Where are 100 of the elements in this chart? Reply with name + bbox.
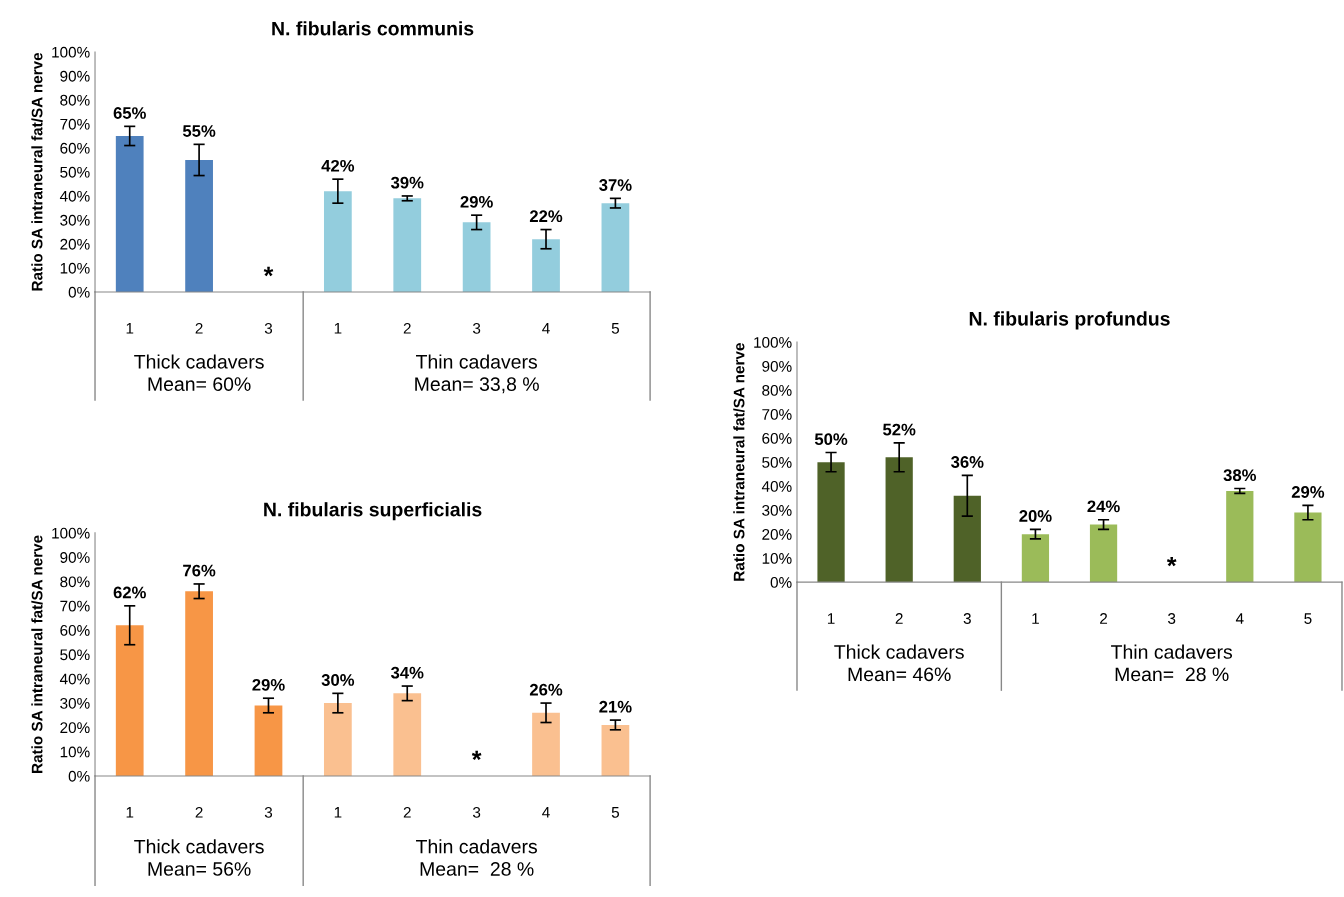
bar xyxy=(393,693,422,776)
x-tick-label: 1 xyxy=(126,807,134,818)
y-tick-label: 50% xyxy=(762,457,792,468)
x-tick-label: 3 xyxy=(1168,613,1176,624)
x-tick-label: 1 xyxy=(334,807,342,818)
y-axis-title: Ratio SA intraneural fat/SA nerve xyxy=(31,535,43,773)
y-tick-label: 90% xyxy=(60,70,90,82)
bar xyxy=(185,591,213,776)
data-label: 20% xyxy=(1019,510,1052,522)
bar xyxy=(462,222,491,292)
bar xyxy=(532,712,560,776)
data-label: 29% xyxy=(1291,486,1325,498)
bar xyxy=(601,724,630,776)
y-tick-label: 30% xyxy=(60,697,90,709)
x-tick-label: 3 xyxy=(264,322,273,334)
data-label: 29% xyxy=(252,678,285,691)
x-tick-label: 5 xyxy=(1304,613,1312,624)
x-tick-label: 1 xyxy=(334,323,342,334)
y-tick-label: 80% xyxy=(762,384,792,396)
x-tick-label: 2 xyxy=(195,806,203,818)
y-tick-label: 90% xyxy=(60,552,90,563)
chart-title: N. fibularis profundus xyxy=(969,311,1170,330)
y-tick-label: 10% xyxy=(60,746,90,758)
chart-title: N. fibularis superficialis xyxy=(264,502,482,521)
bar xyxy=(532,239,560,292)
data-label: 34% xyxy=(390,666,424,679)
x-tick-label: 1 xyxy=(827,613,835,624)
data-label: 62% xyxy=(113,586,146,599)
bar xyxy=(1089,524,1118,583)
x-tick-label: 2 xyxy=(403,806,411,818)
x-tick-label: 3 xyxy=(963,613,971,624)
text: Thin cadavers Mean= 28 % xyxy=(416,839,537,876)
y-tick-label: 20% xyxy=(60,238,90,250)
x-tick-label: 2 xyxy=(1100,613,1108,624)
y-tick-label: 10% xyxy=(762,553,792,564)
bar xyxy=(1021,534,1050,583)
text: Thin cadavers Mean= 33,8 % xyxy=(415,354,539,394)
y-tick-label: 0% xyxy=(770,577,792,588)
x-tick-label: 5 xyxy=(611,807,620,818)
y-tick-label: 50% xyxy=(60,166,90,178)
x-tick-label: 2 xyxy=(403,322,411,334)
y-tick-label: 40% xyxy=(59,673,90,685)
text: Thick cadavers Mean= 46% xyxy=(834,644,964,682)
y-tick-label: 60% xyxy=(60,625,90,636)
bar xyxy=(393,198,422,292)
data-label: 50% xyxy=(814,433,848,446)
x-tick-label: 2 xyxy=(195,322,203,334)
bar xyxy=(115,135,144,292)
data-label: 21% xyxy=(599,700,632,713)
bar xyxy=(953,495,981,583)
x-tick-label: 4 xyxy=(542,807,550,818)
y-tick-label: 50% xyxy=(60,649,90,661)
chart-title: N. fibularis communis xyxy=(272,21,474,36)
y-tick-label: 30% xyxy=(762,505,792,516)
y-tick-label: 70% xyxy=(60,600,90,612)
y-tick-label: 80% xyxy=(60,94,90,106)
text: * xyxy=(471,750,482,760)
data-label: 22% xyxy=(529,210,563,223)
y-tick-label: 80% xyxy=(60,576,90,588)
data-label: 39% xyxy=(390,176,424,189)
bar xyxy=(254,705,283,776)
data-label: 38% xyxy=(1223,469,1257,482)
y-tick-label: 0% xyxy=(68,286,90,298)
bar xyxy=(1294,512,1322,583)
x-tick-label: 3 xyxy=(472,322,481,334)
y-tick-label: 70% xyxy=(60,118,90,130)
x-tick-label: 2 xyxy=(895,613,903,624)
x-tick-label: 1 xyxy=(1032,613,1039,624)
bar xyxy=(885,457,913,583)
x-tick-label: 3 xyxy=(472,806,481,818)
data-label: 29% xyxy=(460,195,493,208)
y-axis-title: Ratio SA intraneural fat/SA nerve xyxy=(733,343,745,581)
x-tick-label: 4 xyxy=(542,323,550,334)
bar xyxy=(115,625,144,776)
y-tick-label: 10% xyxy=(60,262,90,274)
x-tick-label: 3 xyxy=(264,806,273,818)
bar xyxy=(601,203,630,292)
y-tick-label: 0% xyxy=(68,770,90,782)
bar xyxy=(323,703,352,776)
bar xyxy=(323,191,352,292)
bar xyxy=(185,159,213,292)
y-tick-label: 20% xyxy=(60,722,90,734)
data-label: 52% xyxy=(883,423,916,436)
data-label: 37% xyxy=(599,179,632,191)
x-tick-label: 5 xyxy=(611,323,620,334)
y-tick-label: 70% xyxy=(762,408,792,420)
text: * xyxy=(1166,557,1177,567)
data-label: 55% xyxy=(182,125,216,137)
data-label: 30% xyxy=(321,674,355,686)
data-label: 76% xyxy=(183,564,216,577)
y-tick-label: 40% xyxy=(761,481,792,492)
text: Thick cadavers Mean= 60% xyxy=(134,354,264,392)
y-tick-label: 60% xyxy=(762,433,792,444)
y-tick-label: 20% xyxy=(762,529,792,540)
y-tick-label: 100% xyxy=(52,46,90,58)
data-label: 24% xyxy=(1087,500,1120,513)
text: Thin cadavers Mean= 28 % xyxy=(1111,644,1233,682)
y-tick-label: 100% xyxy=(754,336,792,348)
y-tick-label: 90% xyxy=(762,360,792,372)
y-tick-label: 30% xyxy=(60,214,90,226)
